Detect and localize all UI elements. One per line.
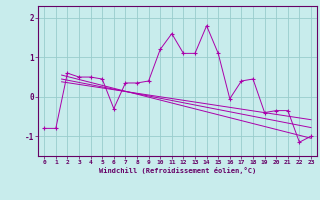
X-axis label: Windchill (Refroidissement éolien,°C): Windchill (Refroidissement éolien,°C) [99, 167, 256, 174]
